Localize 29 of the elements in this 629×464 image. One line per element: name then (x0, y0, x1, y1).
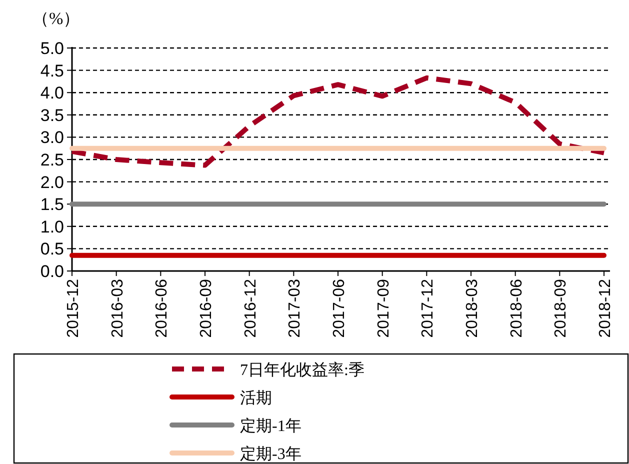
x-tick-label: 2016-09 (198, 278, 215, 338)
x-tick-label: 2015-12 (65, 278, 82, 338)
y-tick-label: 0.5 (40, 240, 64, 259)
y-tick-label: 1.5 (40, 195, 64, 214)
y-tick-label: 2.5 (40, 150, 64, 170)
legend-label: 活期 (240, 389, 272, 407)
x-tick-label: 2018-06 (508, 278, 526, 338)
y-tick-label: 2.0 (40, 172, 64, 192)
y-tick-label: 3.0 (40, 128, 64, 148)
legend-label: 定期-3年 (240, 445, 302, 463)
x-tick-label: 2017-09 (375, 278, 392, 338)
y-tick-label: 1.0 (40, 217, 64, 236)
x-tick-label: 2016-12 (242, 278, 260, 338)
legend-label: 定期-1年 (240, 417, 302, 435)
y-tick-label: 4.5 (40, 61, 64, 80)
y-tick-label: 5.0 (40, 39, 64, 58)
y-tick-label: 0.0 (40, 262, 64, 281)
x-tick-label: 2017-06 (331, 278, 348, 338)
x-tick-label: 2018-09 (552, 278, 570, 338)
y-axis-title: （%） (32, 9, 80, 28)
x-tick-label: 2016-06 (154, 278, 171, 338)
y-tick-label: 4.0 (40, 84, 64, 103)
x-tick-label: 2017-12 (420, 278, 437, 338)
x-tick-label: 2016-03 (109, 278, 126, 338)
y-tick-label: 3.5 (40, 106, 64, 125)
x-tick-label: 2017-03 (286, 278, 304, 338)
x-tick-label: 2018-03 (464, 278, 481, 338)
x-tick-label: 2018-12 (597, 278, 614, 338)
legend-label: 7日年化收益率:季 (240, 361, 364, 379)
